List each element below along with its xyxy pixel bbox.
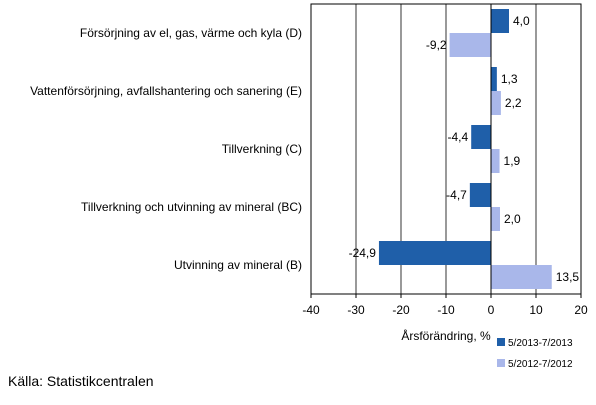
data-label: -4,7 (446, 188, 467, 202)
bar (491, 265, 552, 289)
x-axis-label: Årsförändring, % (401, 328, 491, 343)
data-label: 1,3 (501, 72, 518, 86)
legend-label: 5/2012-7/2012 (508, 359, 573, 370)
legend-label: 5/2013-7/2013 (508, 338, 573, 349)
bar (491, 149, 500, 173)
category-label: Utvinning av mineral (B) (174, 258, 302, 272)
data-label: -4,4 (448, 130, 469, 144)
source-note: Källa: Statistikcentralen (8, 373, 154, 389)
data-label: 2,2 (505, 96, 522, 110)
bar (491, 207, 500, 231)
data-label: 2,0 (504, 212, 521, 226)
plot-frame (310, 3, 582, 295)
category-label: Tillverkning (C) (222, 142, 302, 156)
x-tick-label: 10 (529, 303, 543, 317)
bar (491, 91, 501, 115)
bar (491, 9, 509, 33)
data-label: -24,9 (349, 246, 377, 260)
data-label: 13,5 (556, 270, 580, 284)
category-label: Vattenförsörjning, avfallshantering och … (30, 84, 302, 98)
data-label: 1,9 (504, 154, 521, 168)
legend-swatch (497, 359, 505, 367)
bar (449, 33, 491, 57)
legend-swatch (497, 338, 505, 346)
category-label: Tillverkning och utvinning av mineral (B… (81, 200, 302, 214)
x-tick-label: -40 (302, 303, 320, 317)
bar (378, 241, 491, 265)
x-tick-label: 20 (574, 303, 588, 317)
bar (471, 125, 491, 149)
data-label: -9,2 (426, 38, 447, 52)
bar (469, 183, 491, 207)
x-tick-label: -10 (437, 303, 455, 317)
x-tick-label: -30 (347, 303, 365, 317)
x-tick-label: -20 (392, 303, 410, 317)
category-label: Försörjning av el, gas, värme och kyla (… (80, 26, 302, 40)
bar (491, 67, 497, 91)
x-tick-label: 0 (488, 303, 495, 317)
data-label: 4,0 (513, 14, 530, 28)
